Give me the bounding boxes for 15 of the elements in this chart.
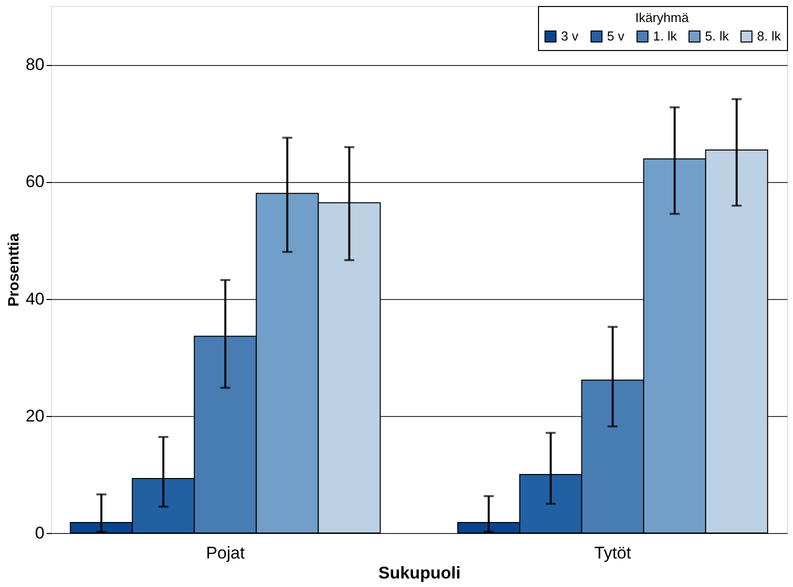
legend-label: 5 v	[607, 28, 625, 44]
y-tick-label: 40	[26, 289, 44, 308]
legend-title: Ikäryhmä	[635, 10, 690, 25]
legend-label: 8. lk	[757, 28, 782, 44]
legend-label: 3 v	[561, 28, 579, 44]
y-axis-title: Prosenttia	[6, 232, 23, 307]
legend-label: 5. lk	[705, 28, 730, 44]
y-tick-label: 60	[26, 172, 44, 192]
legend-label: 1. lk	[653, 28, 678, 44]
y-tick-label: 0	[35, 524, 44, 542]
x-tick-label: Pojat	[206, 544, 245, 562]
y-tick-label: 80	[26, 55, 44, 74]
x-tick-label: Tytöt	[594, 544, 632, 562]
x-axis-title: Sukupuoli	[378, 564, 461, 582]
y-tick-label: 20	[26, 406, 44, 426]
